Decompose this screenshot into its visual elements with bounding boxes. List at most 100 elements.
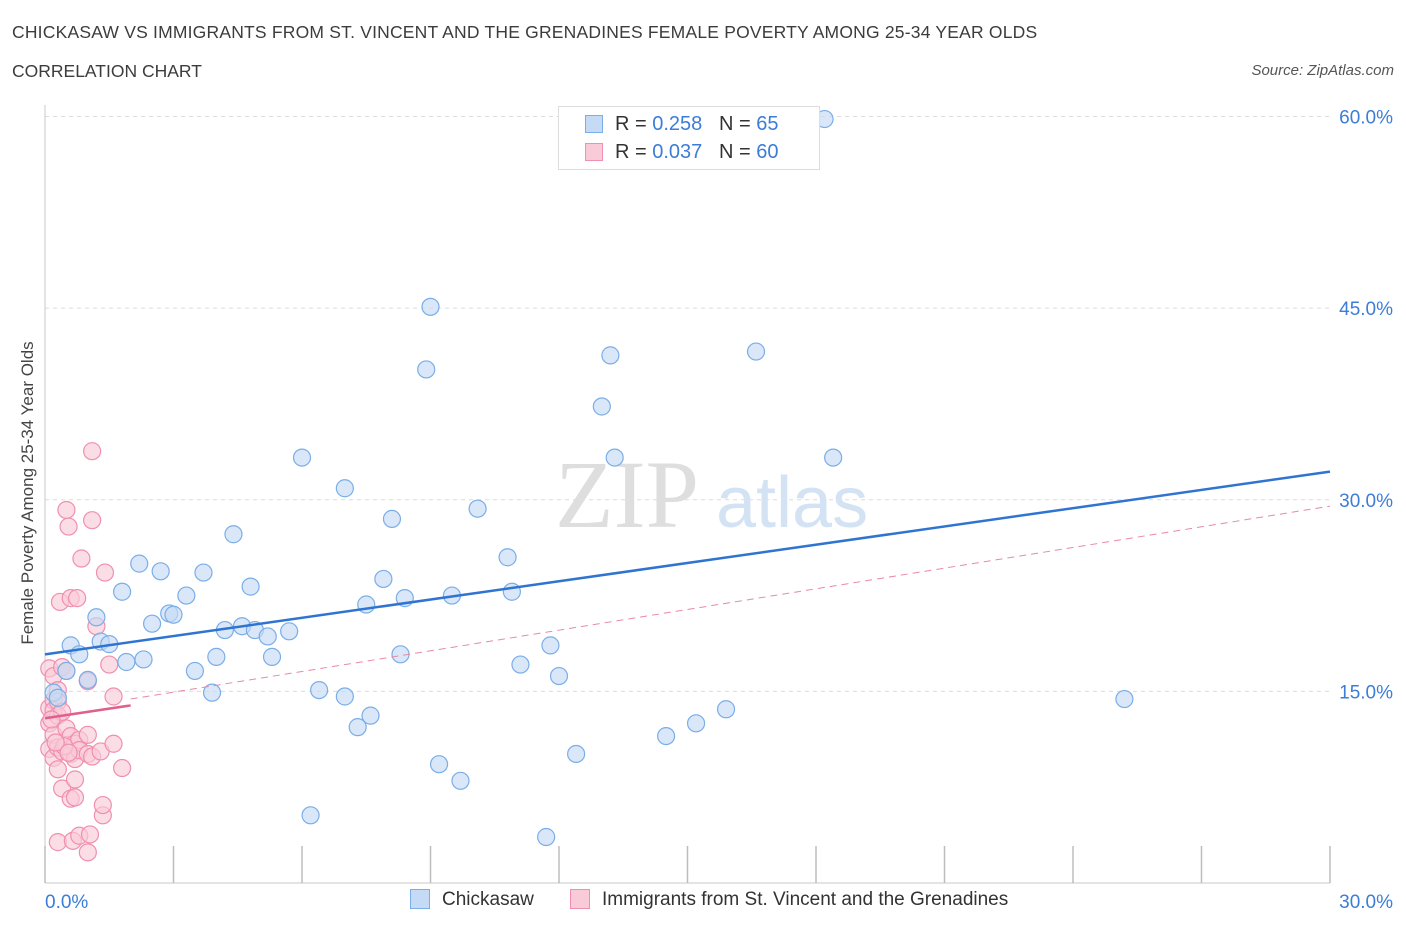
- trend-line-chickasaw: [44, 470, 1331, 656]
- legend-row-chickasaw: R = 0.258 N = 65: [585, 113, 778, 136]
- chart-source: Source: ZipAtlas.com: [1251, 62, 1394, 79]
- data-point: [65, 770, 85, 789]
- data-point: [429, 755, 449, 774]
- y-tick-label: 15.0%: [1339, 682, 1393, 703]
- data-point: [78, 725, 97, 744]
- data-point: [78, 843, 97, 862]
- data-point: [335, 687, 354, 706]
- trend-layer: [44, 470, 1331, 720]
- data-point: [451, 771, 470, 790]
- data-point: [374, 569, 393, 589]
- data-point: [241, 577, 260, 596]
- data-point: [656, 726, 676, 746]
- data-point: [134, 650, 153, 669]
- data-point: [164, 605, 183, 624]
- data-point: [194, 563, 213, 582]
- y-tick-label: 45.0%: [1339, 299, 1393, 320]
- y-tick-label: 60.0%: [1339, 108, 1393, 129]
- data-point: [83, 511, 102, 530]
- data-point: [537, 827, 556, 847]
- data-point: [142, 614, 162, 633]
- data-point: [511, 655, 530, 674]
- data-point: [292, 448, 312, 467]
- bottom-legend-label-chickasaw: Chickasaw: [442, 889, 534, 910]
- grid-lines: [45, 116, 1330, 692]
- bottom-legend-swatch-chickasaw: [410, 889, 430, 909]
- data-point: [151, 562, 170, 581]
- bottom-legend-swatch-immigrants: [570, 889, 590, 909]
- data-point: [541, 636, 560, 655]
- data-point: [549, 666, 569, 686]
- legend-swatch-chickasaw: [585, 115, 603, 133]
- data-point: [80, 825, 100, 844]
- x-tick-label: 30.0%: [1339, 892, 1393, 913]
- data-point: [824, 448, 843, 467]
- watermark-zip: ZIP: [555, 441, 699, 548]
- data-point: [382, 509, 402, 529]
- data-point: [224, 525, 243, 544]
- data-point: [567, 744, 586, 764]
- data-point: [421, 297, 440, 316]
- data-point: [592, 397, 611, 416]
- legend-swatch-immigrants: [585, 143, 603, 161]
- y-tick-label: 30.0%: [1339, 491, 1393, 512]
- data-point: [48, 760, 67, 779]
- chart-subtitle: CORRELATION CHART: [12, 61, 202, 81]
- data-point: [258, 627, 277, 646]
- correlation-legend: R = 0.258 N = 65 R = 0.037 N = 60: [558, 106, 820, 170]
- bottom-legend-label-immigrants: Immigrants from St. Vincent and the Gren…: [602, 889, 1009, 910]
- data-point: [301, 806, 320, 825]
- data-point: [1115, 689, 1134, 709]
- data-point: [112, 582, 132, 601]
- data-point: [716, 700, 736, 719]
- legend-n-immigrants: 60: [756, 141, 779, 163]
- watermark-atlas: atlas: [716, 463, 868, 543]
- series-chickasaw: [44, 109, 1134, 847]
- data-point: [78, 670, 97, 689]
- legend-row-immigrants: R = 0.037 N = 60: [585, 141, 778, 164]
- data-point: [117, 652, 136, 672]
- data-point: [83, 442, 102, 461]
- legend-r-immigrants: 0.037: [652, 141, 703, 163]
- trend-line-immigrants: [44, 704, 131, 720]
- trend-line-immigrants-extended: [130, 505, 1331, 700]
- bottom-legend-chickasaw: Chickasaw: [410, 889, 534, 911]
- x-tick-label: 0.0%: [45, 892, 88, 913]
- data-point: [605, 448, 624, 467]
- series-layer: [40, 109, 1134, 862]
- data-point: [335, 479, 354, 498]
- data-point: [207, 647, 226, 666]
- data-point: [177, 586, 196, 605]
- data-point: [65, 788, 85, 807]
- data-point: [59, 743, 78, 762]
- legend-r-chickasaw: 0.258: [652, 113, 703, 135]
- data-point: [280, 622, 299, 641]
- data-point: [100, 655, 119, 674]
- data-point: [46, 733, 65, 752]
- data-point: [104, 687, 123, 706]
- data-point: [417, 360, 436, 379]
- tick-labels: 15.0% 30.0% 45.0% 60.0% 0.0% 30.0%: [45, 108, 1393, 914]
- data-point: [59, 517, 78, 536]
- data-point: [95, 563, 115, 582]
- watermark: ZIP atlas: [555, 441, 868, 548]
- data-point: [112, 758, 132, 778]
- legend-n-chickasaw: 65: [756, 113, 779, 135]
- data-point: [746, 342, 766, 361]
- data-point: [48, 833, 67, 852]
- bottom-legend-immigrants: Immigrants from St. Vincent and the Gren…: [570, 889, 1008, 911]
- data-point: [502, 582, 521, 601]
- data-point: [601, 346, 620, 365]
- data-point: [348, 718, 367, 737]
- data-point: [42, 710, 61, 729]
- data-point: [87, 608, 106, 627]
- data-point: [498, 548, 517, 567]
- data-point: [48, 688, 67, 707]
- data-point: [68, 589, 87, 608]
- chart-title: CHICKASAW VS IMMIGRANTS FROM ST. VINCENT…: [12, 22, 1038, 42]
- data-point: [57, 661, 76, 681]
- data-point: [262, 647, 282, 666]
- data-point: [468, 499, 487, 518]
- data-point: [72, 549, 91, 568]
- data-point: [310, 680, 329, 700]
